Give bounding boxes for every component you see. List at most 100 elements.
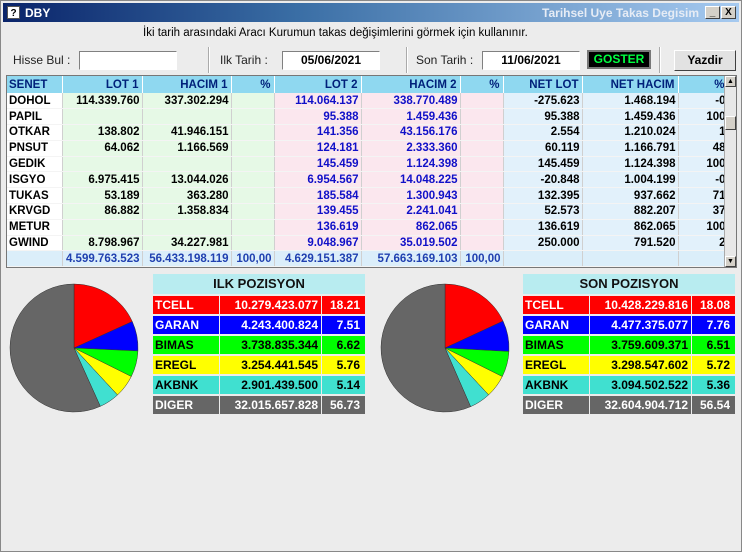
cell-np: 100 [678,156,729,173]
cell-p1 [231,171,275,189]
son-row-akbnk: AKBNK 3.094.502.522 5.36 [523,376,735,394]
cell-lot1: 53.189 [62,187,143,205]
title-bar[interactable]: ? DBY Tarihsel Uye Takas Degisim _ X [3,3,739,22]
ilk-row-tcell: TCELL 10.279.423.077 18.21 [153,296,365,314]
close-button[interactable]: X [721,6,736,19]
cell-lot1: 114.339.760 [62,93,143,110]
table-row[interactable]: ISGYO 6.975.415 13.044.026 6.954.567 14.048.… [7,171,729,189]
son-pct: 18.08 [691,296,733,314]
column-header[interactable]: HACIM 1 [142,76,232,93]
column-header[interactable]: NET HACIM [582,76,679,93]
cell-hacim1: 1.166.569 [142,140,232,157]
ilk-value: 10.279.423.077 [219,296,321,314]
table-row[interactable]: TUKAS 53.189 363.280 185.584 1.300.943 132.39… [7,187,729,205]
yazdir-button[interactable]: Yazdir [674,50,736,71]
cell-hacim2: 338.770.489 [361,93,461,110]
column-header[interactable]: LOT 2 [274,76,362,93]
table-row[interactable]: PNSUT 64.062 1.166.569 124.181 2.333.360 60.1… [7,140,729,157]
son-pct: 5.72 [691,356,733,374]
app-icon[interactable]: ? [7,6,20,19]
cell-hacim1: 1.358.834 [142,203,232,220]
cell-np: -0 [678,93,729,110]
cell-p2 [460,124,504,141]
cell-lot1 [62,219,143,236]
son-pozisyon-table: SON POZISYON TCELL 10.428.229.816 18.08 GAR… [523,274,735,416]
cell-lot2: 9.048.967 [274,235,362,252]
column-header[interactable]: NET LOT [503,76,583,93]
cell-np: 48 [678,140,729,157]
cell-hacim2: 862.065 [361,219,461,236]
cell-lot1 [62,156,143,173]
ilk-row-diger: DIGER 32.015.657.828 56.73 [153,396,365,414]
cell-hacim2: 57.663.169.103 [361,250,461,267]
cell-p2 [460,171,504,189]
table-row[interactable]: METUR 136.619 862.065 136.619 862.065 100 [7,219,729,236]
vertical-scrollbar[interactable]: ▲ ▼ [724,76,736,267]
ilk-pct: 5.76 [321,356,363,374]
cell-lot1 [62,108,143,126]
grid-header-row: SENET LOT 1 HACIM 1% LOT 2 HACIM 2% NET LOT NE… [7,76,729,93]
cell-hacim1: 337.302.294 [142,93,232,110]
cell-lot1: 86.882 [62,203,143,220]
pie-slice-diger [380,283,471,413]
table-row[interactable]: PAPIL 95.388 1.459.436 95.388 1.459.436 100 [7,108,729,126]
cell-np: 71 [678,187,729,205]
ilk-pct: 56.73 [321,396,363,414]
cell-nethacim: 882.207 [582,203,679,220]
ilk-value: 3.738.835.344 [219,336,321,354]
son-row-diger: DIGER 32.604.904.712 56.54 [523,396,735,414]
column-header[interactable]: LOT 1 [62,76,143,93]
scroll-down-icon[interactable]: ▼ [725,256,736,267]
cell-netlot: -275.623 [503,93,583,110]
cell-lot2: 124.181 [274,140,362,157]
ilk-tarih-label: Ilk Tarih : [220,53,268,67]
cell-nethacim: 1.210.024 [582,124,679,141]
minimize-button[interactable]: _ [705,6,720,19]
cell-p1 [231,140,275,157]
cell-p1 [231,219,275,236]
cell-np: 2 [678,235,729,252]
cell-lot2: 95.388 [274,108,362,126]
ilk-pozisyon-pie [9,283,139,413]
column-header[interactable]: SENET [7,76,63,93]
goster-button[interactable]: GOSTER [587,50,651,69]
column-header[interactable]: % [231,76,275,93]
ilk-value: 2.901.439.500 [219,376,321,394]
cell-hacim2: 1.459.436 [361,108,461,126]
cell-lot2: 145.459 [274,156,362,173]
table-row[interactable]: GEDIK 145.459 1.124.398 145.459 1.124.398 100 [7,156,729,173]
separator [208,47,210,73]
ilk-tarih-field[interactable]: 05/06/2021 [282,51,380,70]
cell-lot2: 185.584 [274,187,362,205]
column-header[interactable]: HACIM 2 [361,76,461,93]
cell-nethacim: 1.124.398 [582,156,679,173]
cell-netlot: 136.619 [503,219,583,236]
cell-hacim1: 41.946.151 [142,124,232,141]
cell-hacim1: 56.433.198.119 [142,250,232,267]
column-header[interactable]: % [678,76,729,93]
ilk-name: TCELL [155,298,194,312]
scroll-up-icon[interactable]: ▲ [725,76,736,87]
ilk-value: 4.243.400.824 [219,316,321,334]
table-row[interactable]: KRVGD 86.882 1.358.834 139.455 2.241.041 52.5… [7,203,729,220]
cell-senet: KRVGD [7,203,63,220]
hisse-bul-input[interactable] [79,51,177,70]
cell-p1 [231,235,275,252]
cell-p2: 100,00 [460,250,504,267]
scroll-thumb[interactable] [725,116,736,130]
cell-nethacim: 1.166.791 [582,140,679,157]
table-row[interactable]: GWIND 8.798.967 34.227.981 9.048.967 35.019.… [7,235,729,252]
table-row[interactable]: OTKAR 138.802 41.946.151 141.356 43.156.176 2… [7,124,729,141]
son-row-eregl: EREGL 3.298.547.602 5.72 [523,356,735,374]
takas-grid[interactable]: SENET LOT 1 HACIM 1% LOT 2 HACIM 2% NET LOT NE… [6,75,737,268]
cell-senet: PNSUT [7,140,63,157]
ilk-pct: 5.14 [321,376,363,394]
cell-netlot: 52.573 [503,203,583,220]
separator [659,47,661,73]
son-tarih-field[interactable]: 11/06/2021 [482,51,580,70]
cell-p2 [460,235,504,252]
table-row[interactable]: DOHOL 114.339.760 337.302.294 114.064.137 33… [7,93,729,110]
pie-slice-tcell [73,283,133,349]
column-header[interactable]: % [460,76,504,93]
